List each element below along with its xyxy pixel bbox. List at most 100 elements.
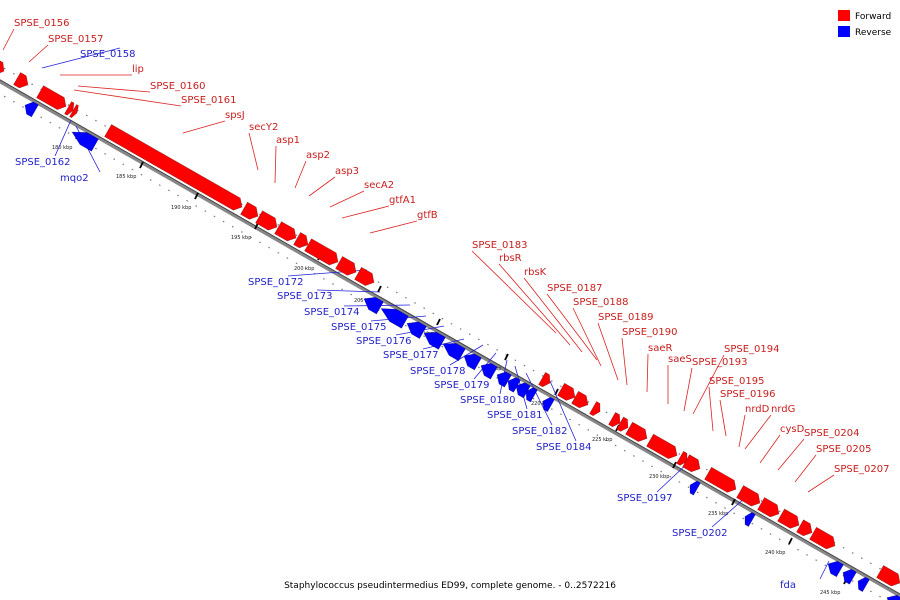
forward-label-saer: saeR <box>648 343 672 354</box>
forward-label-spse-0207: SPSE_0207 <box>834 464 890 475</box>
forward-gene-feature <box>616 416 629 432</box>
reverse-gene-feature <box>515 382 531 399</box>
reverse-gene-feature <box>406 321 427 339</box>
gene-label: saeR <box>648 343 672 354</box>
scale-tick-210-kbp: 210 kbp <box>413 318 441 337</box>
gene-label: SPSE_0175 <box>331 322 387 333</box>
reverse-label-spse-0178: SPSE_0178 <box>410 366 466 377</box>
reverse-label-spse-0158: SPSE_0158 <box>80 49 136 60</box>
reverse-label-spse-0174: SPSE_0174 <box>304 307 360 318</box>
reverse-gene-feature <box>24 101 39 118</box>
reverse-label-spse-0162: SPSE_0162 <box>15 157 71 168</box>
forward-gene-feature <box>777 508 800 529</box>
scale-tick-245-kbp: 245 kbp <box>820 577 848 596</box>
gene-label: spsJ <box>225 110 245 121</box>
gene-label: SPSE_0205 <box>816 444 872 455</box>
gene-label: SPSE_0172 <box>248 277 304 288</box>
forward-label-cysd: cysD <box>780 424 805 435</box>
forward-gene-feature <box>240 201 259 220</box>
forward-label-gtfb: gtfB <box>417 210 438 221</box>
leader-line <box>759 434 781 464</box>
scale-tick-240-kbp: 240 kbp <box>765 537 793 556</box>
forward-label-asp2: asp2 <box>306 150 330 161</box>
gene-label: nrdD <box>745 404 770 415</box>
scale-tick-label: 230 kbp <box>649 474 669 480</box>
reverse-gene-feature <box>744 512 756 527</box>
gene-features <box>0 59 900 600</box>
forward-label-spse-0189: SPSE_0189 <box>598 312 654 323</box>
forward-gene-feature <box>64 101 75 116</box>
scale-tick-label: 210 kbp <box>413 331 433 337</box>
gene-label: asp2 <box>306 150 330 161</box>
leader-line <box>549 380 577 442</box>
reverse-gene-feature <box>842 568 857 585</box>
leader-line <box>274 145 277 184</box>
leader-line <box>719 399 727 437</box>
forward-label-spse-0157: SPSE_0157 <box>48 34 104 45</box>
forward-label-nrdg: nrdG <box>771 404 795 415</box>
forward-gene-feature <box>538 371 551 388</box>
forward-label-spse-0194: SPSE_0194 <box>724 344 780 355</box>
leader-line <box>316 289 381 293</box>
gene-label: saeS <box>668 354 692 365</box>
forward-label-spse-0160: SPSE_0160 <box>150 81 206 92</box>
reverse-gene-feature <box>689 480 701 496</box>
reverse-label-spse-0176: SPSE_0176 <box>356 336 412 347</box>
reverse-label-fda: fda <box>780 580 796 591</box>
leader-line <box>819 560 830 580</box>
forward-gene-feature <box>69 104 79 119</box>
forward-gene-feature <box>36 85 67 110</box>
gene-label: rbsR <box>499 253 522 264</box>
leader-line <box>777 438 805 471</box>
reverse-label-spse-0184: SPSE_0184 <box>536 442 592 453</box>
scale-tick-185-kbp: 185 kbp <box>116 161 144 180</box>
legend-reverse-label: Reverse <box>855 28 892 38</box>
leader-line <box>248 132 259 171</box>
gene-label: SPSE_0176 <box>356 336 412 347</box>
scale-tick-label: 225 kbp <box>592 437 612 443</box>
reverse-label-mqo2: mqo2 <box>60 173 89 184</box>
gene-label: fda <box>780 580 796 591</box>
leader-line <box>794 454 817 483</box>
leader-line <box>708 386 714 432</box>
leader-line <box>683 367 693 412</box>
gene-label: SPSE_0173 <box>277 291 333 302</box>
gene-label: SPSE_0177 <box>383 350 439 361</box>
reverse-label-spse-0180: SPSE_0180 <box>460 395 516 406</box>
leader-line <box>54 119 72 157</box>
forward-gene-feature <box>354 266 375 286</box>
gene-label: gtfB <box>417 210 438 221</box>
gene-label: SPSE_0183 <box>472 240 528 251</box>
leader-line <box>498 263 571 346</box>
gene-label: asp3 <box>335 166 359 177</box>
leader-line <box>692 354 725 415</box>
leader-line <box>2 28 15 51</box>
legend-reverse-swatch <box>838 26 850 37</box>
gene-label: SPSE_0190 <box>622 327 678 338</box>
leader-line <box>471 250 557 334</box>
forward-label-nrdd: nrdD <box>745 404 770 415</box>
leader-line <box>369 220 418 234</box>
gene-label: secY2 <box>249 122 278 133</box>
leader-line <box>294 160 307 189</box>
forward-gene-feature <box>608 411 621 428</box>
forward-gene-feature <box>676 450 688 466</box>
reverse-label-spse-0177: SPSE_0177 <box>383 350 439 361</box>
leader-line <box>77 85 151 93</box>
leader-line <box>738 414 746 448</box>
gene-label: SPSE_0188 <box>573 297 629 308</box>
forward-gene-feature <box>13 72 29 89</box>
leader-line <box>449 344 484 366</box>
forward-gene-feature <box>255 210 278 231</box>
leader-line <box>597 322 619 381</box>
gene-label: SPSE_0207 <box>834 464 890 475</box>
forward-label-spse-0161: SPSE_0161 <box>181 95 237 106</box>
gene-label: mqo2 <box>60 173 89 184</box>
forward-label-spse-0195: SPSE_0195 <box>709 376 765 387</box>
forward-label-seca2: secA2 <box>364 180 394 191</box>
reverse-gene-feature <box>442 342 466 362</box>
reverse-gene-feature <box>827 560 844 578</box>
gene-label: lip <box>132 64 144 75</box>
gene-label: gtfA1 <box>389 195 416 206</box>
